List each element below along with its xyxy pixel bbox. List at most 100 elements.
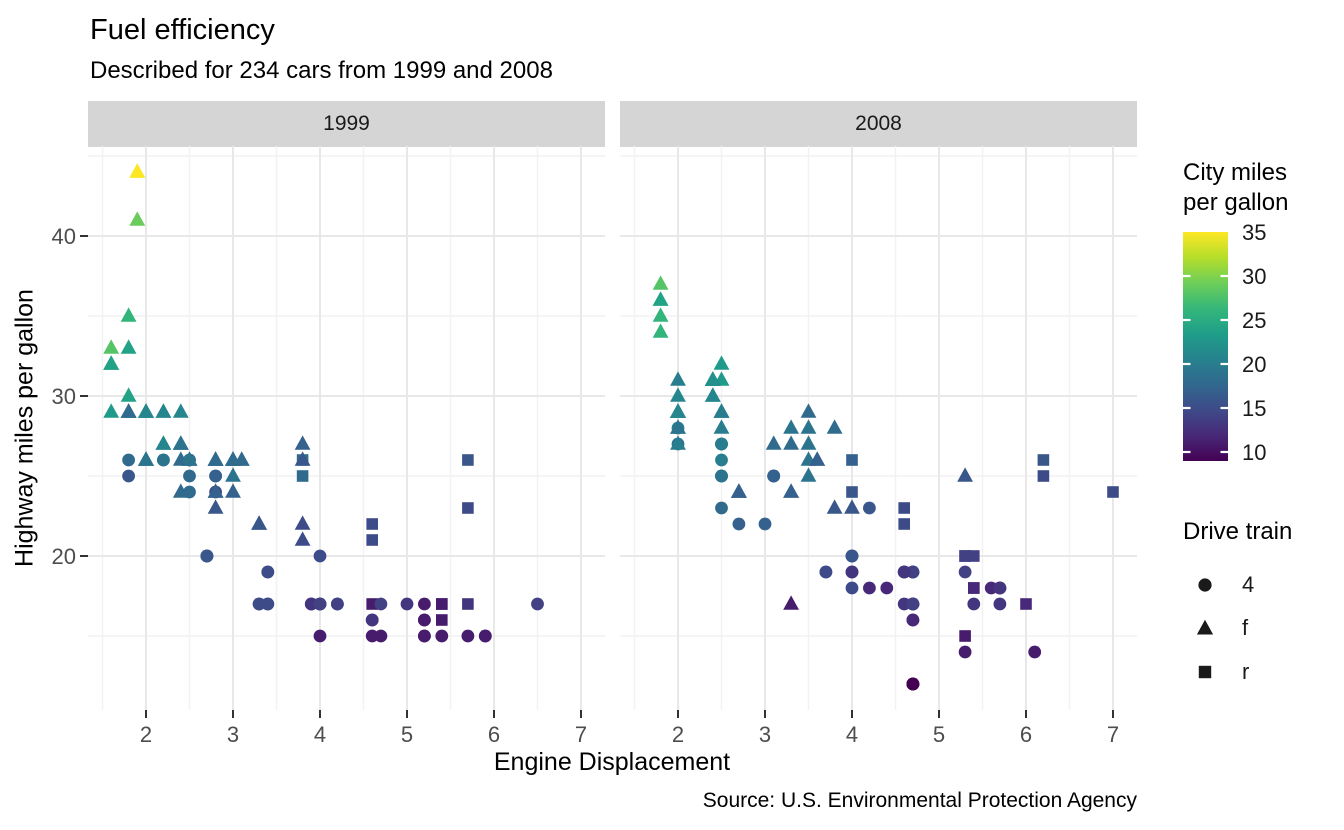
data-point-circle — [993, 597, 1007, 611]
color-legend-title: City miles per gallon — [1183, 159, 1289, 216]
data-point-square — [1020, 598, 1032, 610]
data-point-circle — [863, 501, 876, 515]
shape-legend-label-f: f — [1242, 615, 1249, 640]
data-point-triangle — [251, 515, 267, 530]
data-point-triangle — [957, 467, 973, 482]
data-point-circle — [906, 613, 920, 627]
data-point-circle — [715, 501, 728, 515]
data-point-circle — [845, 549, 859, 563]
data-point-triangle — [225, 467, 241, 482]
x-tick-label: 2 — [140, 722, 152, 747]
data-point-triangle — [783, 435, 799, 450]
data-point-triangle — [120, 307, 137, 322]
colorbar-tick-label: 30 — [1242, 264, 1266, 289]
data-point-circle — [209, 469, 223, 483]
data-point-square — [436, 614, 448, 626]
chart-subtitle: Described for 234 cars from 1999 and 200… — [90, 57, 553, 84]
data-point-triangle — [800, 435, 817, 450]
data-point-triangle — [155, 435, 172, 450]
x-tick-label: 6 — [1020, 722, 1032, 747]
data-point-triangle — [670, 419, 686, 434]
data-point-triangle — [138, 403, 154, 418]
facet-strip-label: 1999 — [323, 112, 370, 135]
data-point-circle — [435, 629, 449, 643]
legend-key-square — [1198, 665, 1212, 679]
data-point-triangle — [670, 387, 686, 402]
x-tick-label: 7 — [1107, 722, 1119, 747]
colorbar-tick-label: 15 — [1242, 396, 1266, 421]
data-point-triangle — [844, 499, 860, 514]
data-point-circle — [418, 613, 431, 627]
data-point-triangle — [670, 403, 686, 418]
y-tick-label: 40 — [52, 224, 76, 249]
x-tick-label: 5 — [401, 722, 413, 747]
data-point-circle — [183, 453, 196, 467]
data-point-circle — [418, 597, 431, 611]
data-point-circle — [819, 565, 833, 579]
data-point-triangle — [129, 163, 146, 178]
data-point-triangle — [120, 403, 137, 418]
data-point-circle — [478, 629, 492, 643]
data-point-circle — [958, 565, 972, 579]
colorbar-tick-label: 25 — [1242, 308, 1266, 333]
data-point-triangle — [207, 499, 224, 514]
data-point-circle — [313, 549, 327, 563]
data-point-triangle — [783, 483, 799, 498]
data-point-circle — [418, 629, 431, 643]
data-point-square — [462, 454, 474, 466]
data-point-triangle — [765, 435, 782, 450]
data-point-triangle — [172, 403, 189, 418]
data-point-triangle — [294, 531, 311, 546]
legend-key-triangle — [1196, 619, 1214, 635]
data-point-circle — [715, 453, 728, 467]
x-axis-title: Engine Displacement — [493, 748, 731, 776]
data-point-triangle — [800, 419, 817, 434]
data-point-circle — [758, 517, 772, 531]
data-point-triangle — [704, 371, 721, 386]
data-point-circle — [400, 597, 414, 611]
y-tick-label: 20 — [52, 544, 76, 569]
data-point-square — [366, 534, 378, 546]
data-point-triangle — [138, 451, 154, 466]
data-point-circle — [958, 645, 972, 659]
data-point-triangle — [652, 275, 669, 290]
data-point-circle — [461, 629, 475, 643]
data-point-square — [366, 598, 378, 610]
data-point-circle — [200, 549, 214, 563]
data-point-triangle — [120, 339, 137, 354]
data-point-triangle — [809, 451, 826, 466]
data-point-circle — [845, 581, 859, 595]
data-point-triangle — [670, 371, 686, 386]
caption: Source: U.S. Environmental Protection Ag… — [702, 789, 1137, 812]
data-point-circle — [374, 597, 388, 611]
x-tick-label: 3 — [759, 722, 771, 747]
data-point-triangle — [670, 435, 686, 450]
data-point-square — [846, 454, 858, 466]
data-point-circle — [374, 629, 388, 643]
x-tick-label: 5 — [933, 722, 945, 747]
data-point-square — [1037, 470, 1050, 482]
data-point-square — [296, 470, 309, 482]
data-point-square — [462, 598, 474, 610]
data-point-square — [436, 598, 448, 610]
data-point-triangle — [294, 435, 311, 450]
colorbar-tick-label: 10 — [1242, 440, 1266, 465]
facet-strip-2008: 2008 — [620, 101, 1137, 147]
data-point-triangle — [800, 467, 817, 482]
y-tick-label: 30 — [52, 384, 76, 409]
shape-legend-label-r: r — [1242, 659, 1250, 684]
colorbar-tick-label: 20 — [1242, 352, 1266, 377]
data-point-triangle — [652, 307, 669, 322]
data-point-square — [462, 502, 474, 514]
x-tick-label: 4 — [846, 722, 858, 747]
data-point-circle — [1028, 645, 1042, 659]
data-point-triangle — [800, 403, 817, 418]
data-point-triangle — [713, 419, 730, 434]
data-point-circle — [897, 565, 911, 579]
data-point-triangle — [826, 419, 843, 434]
data-point-triangle — [652, 291, 669, 306]
data-point-circle — [906, 597, 920, 611]
data-point-circle — [863, 581, 876, 595]
y-axis-title: Highway miles per gallon — [10, 289, 39, 567]
